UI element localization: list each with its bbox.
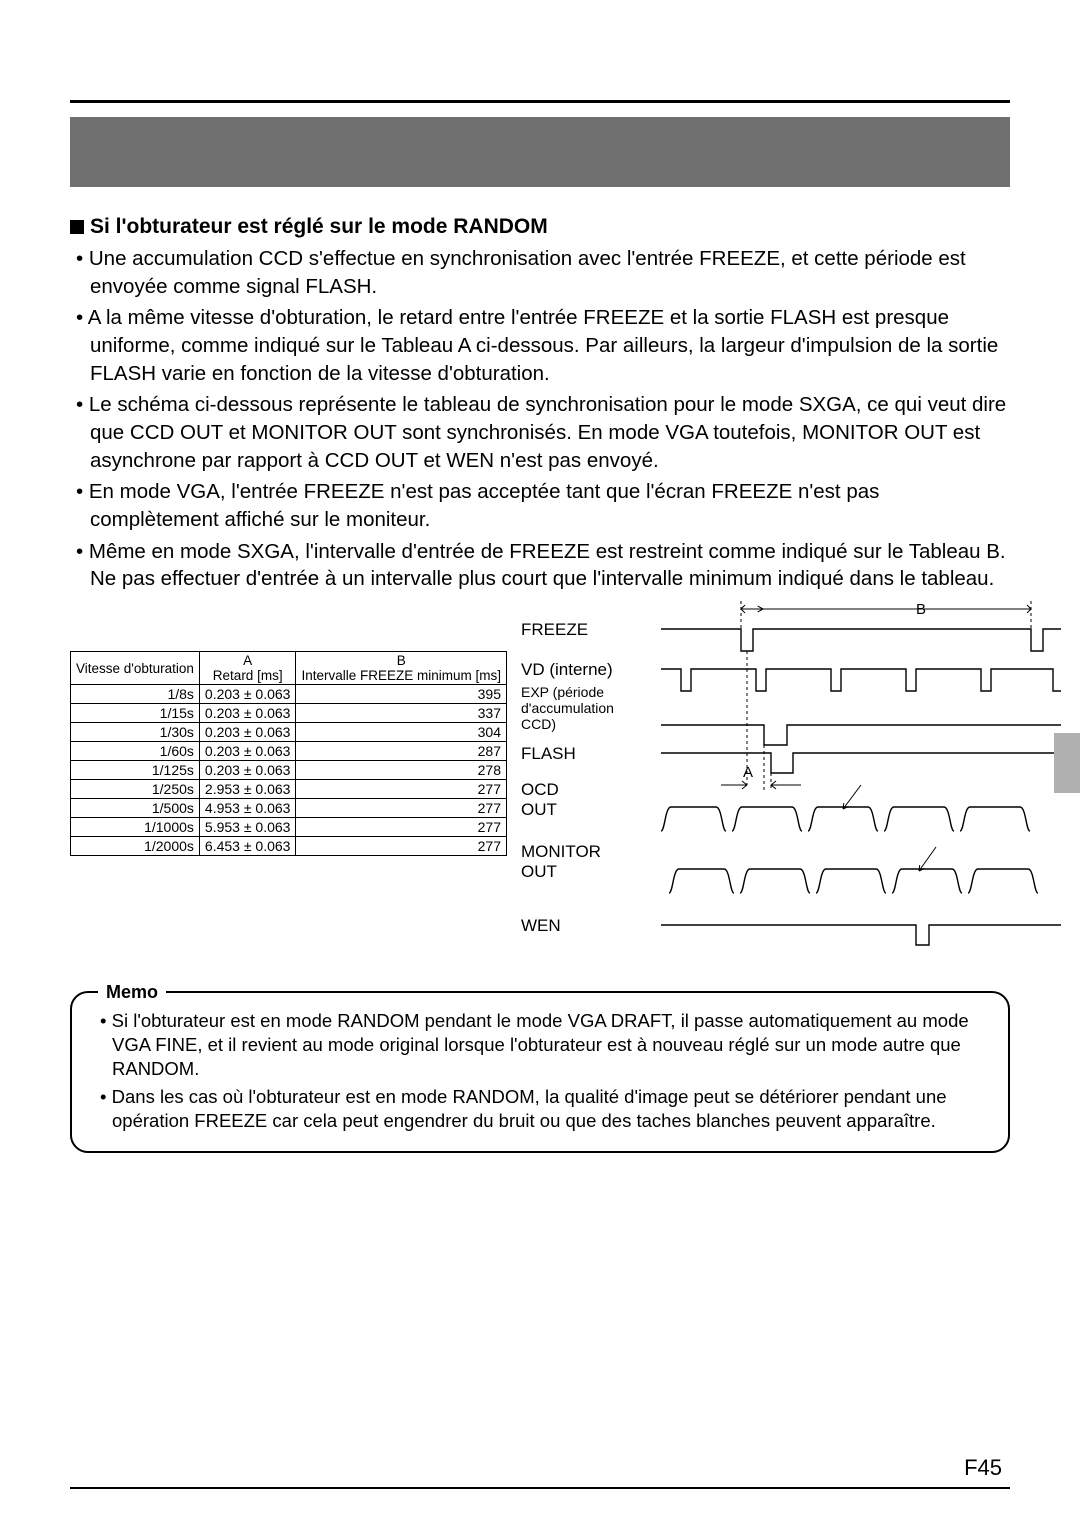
table-cell: 277 (296, 799, 507, 818)
memo-item: Dans les cas où l'obturateur est en mode… (100, 1085, 990, 1133)
table-cell: 1/8s (71, 685, 200, 704)
table-cell: 1/2000s (71, 837, 200, 856)
bullet-list: Une accumulation CCD s'effectue en synch… (76, 245, 1010, 593)
table-header: ARetard [ms] (199, 652, 296, 685)
memo-box: Memo Si l'obturateur est en mode RANDOM … (70, 991, 1010, 1153)
page-number: F45 (964, 1455, 1002, 1481)
bullet-item: Même en mode SXGA, l'intervalle d'entrée… (76, 538, 1010, 593)
table-cell: 395 (296, 685, 507, 704)
table-cell: 0.203 ± 0.063 (199, 704, 296, 723)
table-row: 1/30s0.203 ± 0.063304 (71, 723, 507, 742)
heading-text: Si l'obturateur est réglé sur le mode RA… (90, 215, 548, 239)
bullet-item: Une accumulation CCD s'effectue en synch… (76, 245, 1010, 300)
memo-list: Si l'obturateur est en mode RANDOM penda… (90, 1009, 990, 1133)
memo-title: Memo (98, 981, 166, 1004)
table-cell: 1/125s (71, 761, 200, 780)
table-cell: 4.953 ± 0.063 (199, 799, 296, 818)
table-row: 1/250s2.953 ± 0.063277 (71, 780, 507, 799)
table-cell: 278 (296, 761, 507, 780)
table-row: 1/125s0.203 ± 0.063278 (71, 761, 507, 780)
svg-text:CCD): CCD) (521, 716, 556, 732)
bullet-item: Le schéma ci-dessous représente le table… (76, 391, 1010, 474)
svg-text:A: A (743, 764, 753, 781)
svg-text:FREEZE: FREEZE (521, 620, 588, 639)
footer-rule (70, 1487, 1010, 1489)
square-bullet-icon (70, 220, 84, 234)
top-rule (70, 100, 1010, 103)
svg-text:EXP (période: EXP (période (521, 684, 604, 700)
svg-text:B: B (916, 601, 926, 618)
table-cell: 1/60s (71, 742, 200, 761)
svg-text:VD (interne): VD (interne) (521, 660, 613, 679)
table-cell: 5.953 ± 0.063 (199, 818, 296, 837)
table-row: 1/8s0.203 ± 0.063395 (71, 685, 507, 704)
table-cell: 1/15s (71, 704, 200, 723)
bullet-item: A la même vitesse d'obturation, le retar… (76, 304, 1010, 387)
table-cell: 1/500s (71, 799, 200, 818)
table-header: Vitesse d'obturation (71, 652, 200, 685)
table-cell: 2.953 ± 0.063 (199, 780, 296, 799)
svg-text:WEN: WEN (521, 916, 561, 935)
table-cell: 1/250s (71, 780, 200, 799)
timing-table: Vitesse d'obturationARetard [ms]BInterva… (70, 651, 507, 856)
table-cell: 1/30s (71, 723, 200, 742)
bullet-item: En mode VGA, l'entrée FREEZE n'est pas a… (76, 478, 1010, 533)
table-cell: 337 (296, 704, 507, 723)
table-row: 1/2000s6.453 ± 0.063277 (71, 837, 507, 856)
timing-diagram: FREEZE VD (interne) EXP (périoded'accumula… (521, 601, 1061, 961)
table-cell: 304 (296, 723, 507, 742)
table-cell: 0.203 ± 0.063 (199, 685, 296, 704)
table-row: 1/500s4.953 ± 0.063277 (71, 799, 507, 818)
table-row: 1/60s0.203 ± 0.063287 (71, 742, 507, 761)
table-cell: 277 (296, 837, 507, 856)
table-row: 1/1000s5.953 ± 0.063277 (71, 818, 507, 837)
header-band (70, 117, 1010, 187)
svg-text:FLASH: FLASH (521, 744, 576, 763)
svg-text:OCD: OCD (521, 780, 559, 799)
svg-text:d'accumulation: d'accumulation (521, 700, 614, 716)
svg-text:OUT: OUT (521, 800, 557, 819)
side-tab (1054, 733, 1080, 793)
table-header: BIntervalle FREEZE minimum [ms] (296, 652, 507, 685)
table-cell: 1/1000s (71, 818, 200, 837)
table-cell: 0.203 ± 0.063 (199, 761, 296, 780)
table-row: 1/15s0.203 ± 0.063337 (71, 704, 507, 723)
svg-text:MONITOR: MONITOR (521, 842, 601, 861)
memo-item: Si l'obturateur est en mode RANDOM penda… (100, 1009, 990, 1081)
table-cell: 277 (296, 780, 507, 799)
section-heading: Si l'obturateur est réglé sur le mode RA… (70, 215, 1010, 239)
svg-text:OUT: OUT (521, 862, 557, 881)
table-cell: 277 (296, 818, 507, 837)
table-cell: 0.203 ± 0.063 (199, 723, 296, 742)
table-cell: 6.453 ± 0.063 (199, 837, 296, 856)
table-cell: 287 (296, 742, 507, 761)
table-cell: 0.203 ± 0.063 (199, 742, 296, 761)
